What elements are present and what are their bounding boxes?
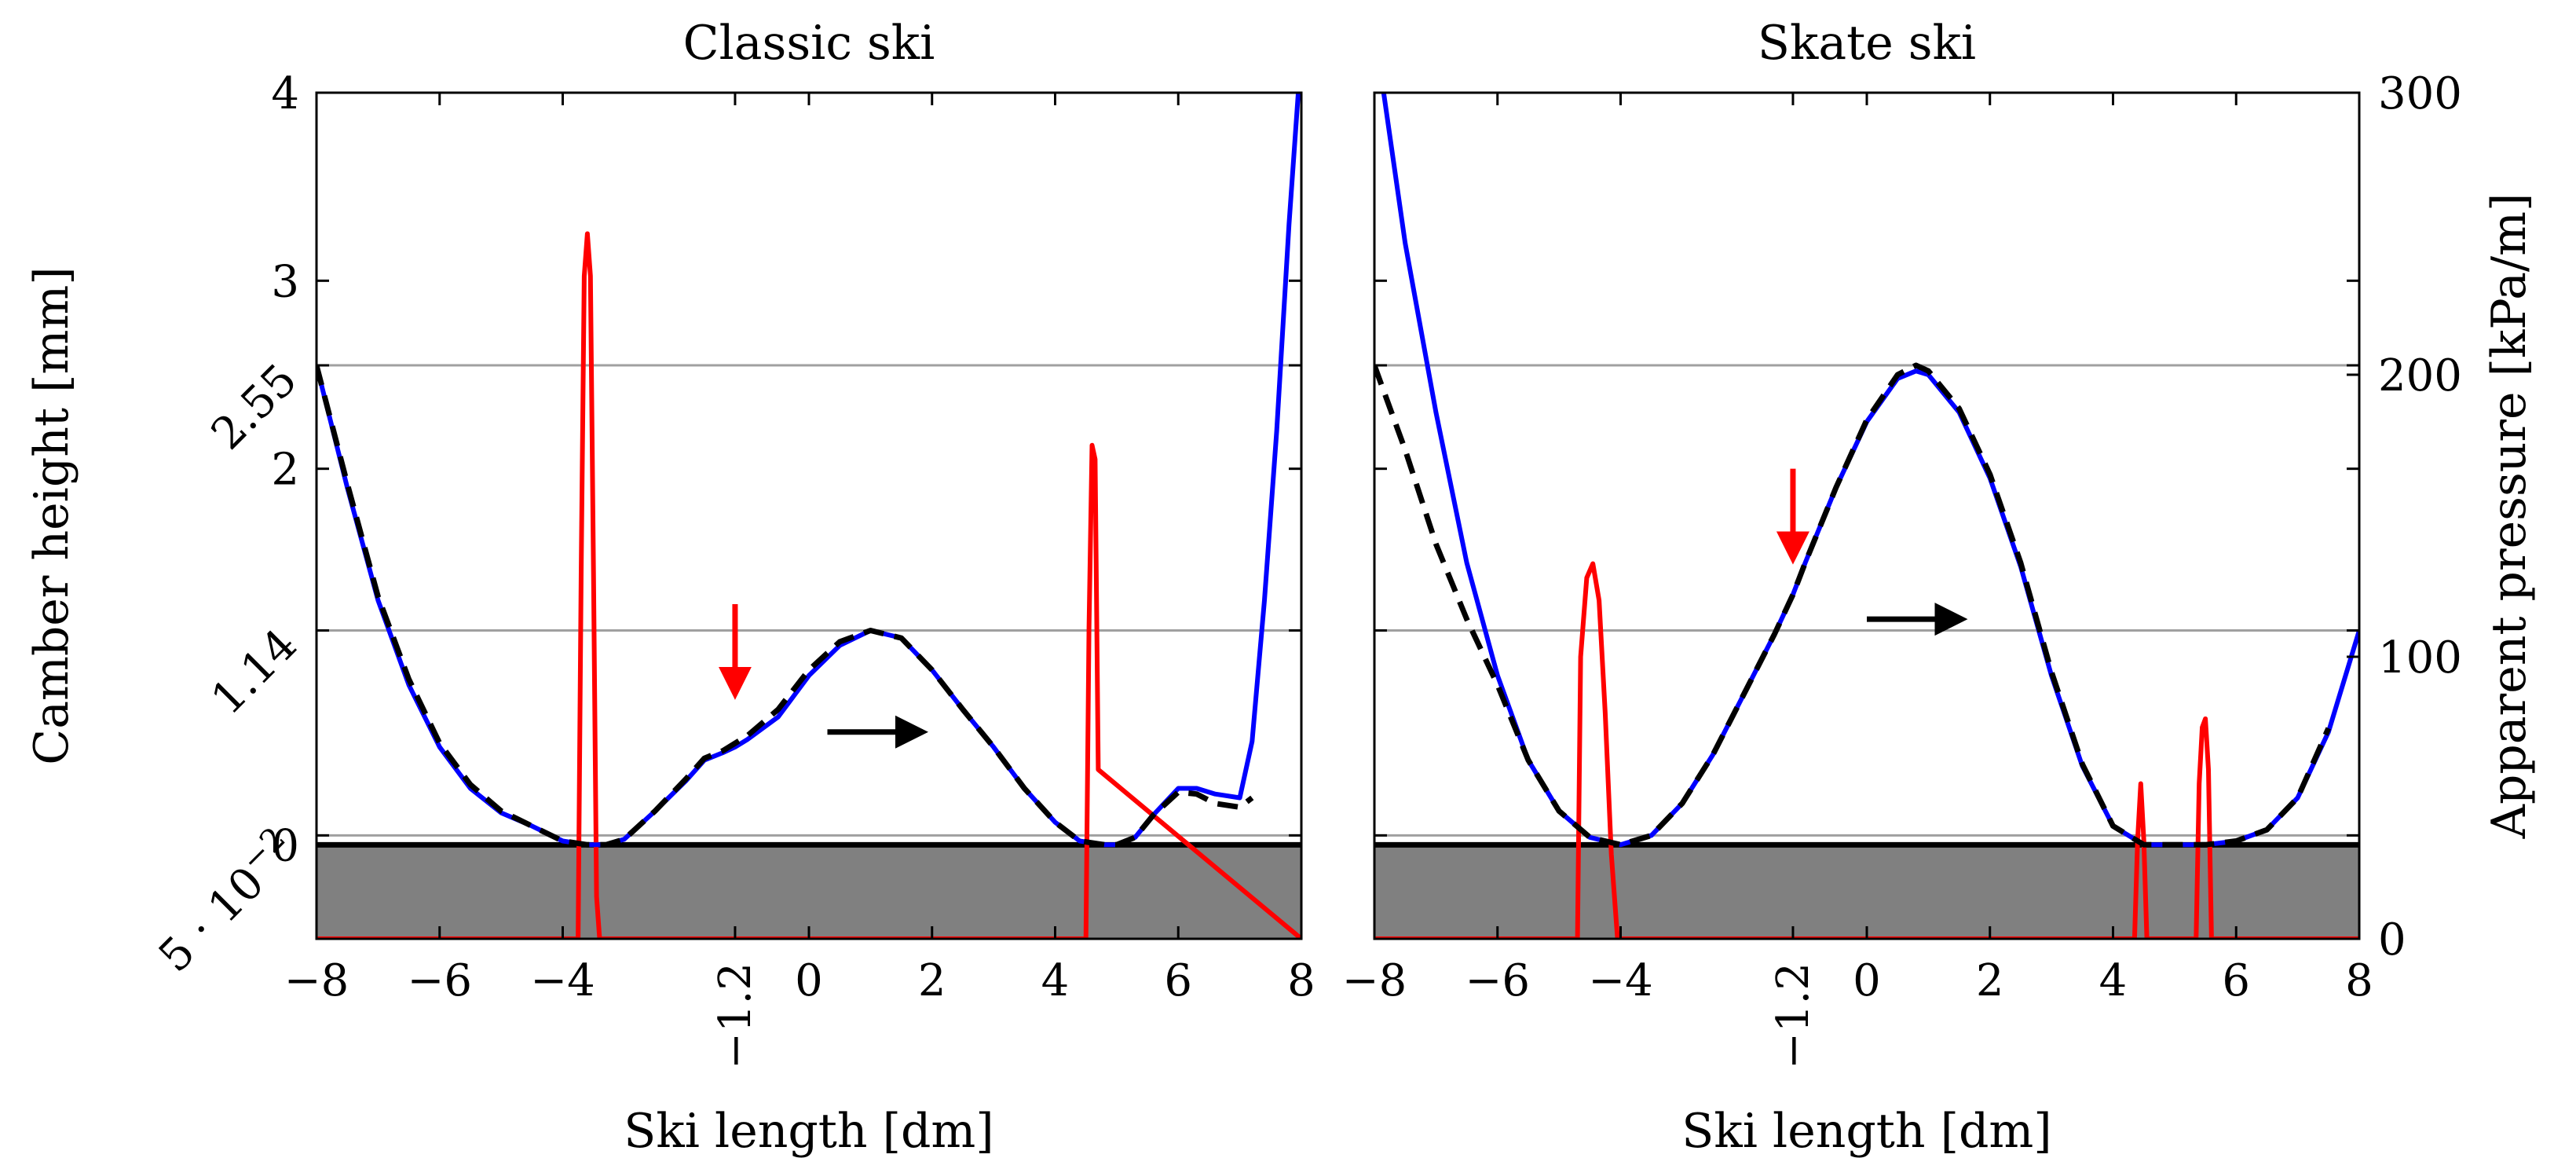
- y-tick-label-right: 300: [2378, 68, 2462, 119]
- y-tick-label-left: 4: [271, 68, 299, 119]
- panel-title: Classic ski: [683, 16, 935, 71]
- panel-title: Skate ski: [1758, 16, 1976, 71]
- y-axis-title-right: Apparent pressure [kPa/m]: [2482, 193, 2537, 840]
- x-tick-label: 4: [1041, 955, 1070, 1006]
- x-tick-label: −1.2: [710, 962, 761, 1069]
- panel-classic: −8 −6 −4 −1.2 0 2 4 6 8 Ski length [dm] Classic sk…: [24, 16, 1315, 1159]
- x-tick-label: 2: [1976, 955, 2004, 1006]
- plot-area-classic: [317, 93, 1301, 939]
- y-tick-label-left: 1.14: [202, 619, 307, 724]
- ground-block: [317, 845, 1301, 939]
- panel-skate: −8 −6 −4 −1.2 0 2 4 6 8 Ski length [dm] Skate ski 0…: [1342, 16, 2537, 1159]
- x-axis-title: Ski length [dm]: [624, 1104, 993, 1159]
- x-tick-label: −4: [530, 955, 595, 1006]
- camber-reference-dashed-line: [317, 365, 1254, 848]
- y-tick-label-left: 3: [271, 256, 299, 307]
- x-tick-label: 6: [1164, 955, 1192, 1006]
- x-tick-label: −4: [1588, 955, 1653, 1006]
- x-tick-label: 2: [918, 955, 946, 1006]
- x-tick-label: −6: [1465, 955, 1530, 1006]
- x-tick-label: 8: [1287, 955, 1315, 1006]
- x-tick-label: 6: [2222, 955, 2250, 1006]
- x-tick-label: −8: [1342, 955, 1407, 1006]
- camber-series-line: [317, 93, 1301, 848]
- x-tick-label: 0: [795, 955, 823, 1006]
- y-tick-label-left: 5 · 10−2: [145, 820, 307, 982]
- camber-reference-dashed-line: [1374, 362, 2332, 848]
- y-tick-label-right: 100: [2378, 632, 2462, 683]
- pressure-series-line: [317, 231, 1301, 939]
- plot-area-skate: [1374, 93, 2359, 939]
- y-tick-label-left: 2: [271, 445, 299, 496]
- y-axis-title-left: Camber height [mm]: [24, 266, 79, 764]
- x-tick-label: 4: [2099, 955, 2128, 1006]
- x-tick-label: −8: [284, 955, 349, 1006]
- x-tick-label: −6: [407, 955, 472, 1006]
- x-tick-label: −1.2: [1768, 962, 1819, 1069]
- x-axis-title: Ski length [dm]: [1681, 1104, 2051, 1159]
- y-tick-label-left: 0: [271, 820, 299, 871]
- x-tick-label: 8: [2345, 955, 2373, 1006]
- x-tick-label: 0: [1853, 955, 1881, 1006]
- camber-series-line: [1381, 93, 2359, 848]
- y-tick-label-right: 200: [2378, 350, 2462, 401]
- y-tick-label-right: 0: [2378, 914, 2406, 966]
